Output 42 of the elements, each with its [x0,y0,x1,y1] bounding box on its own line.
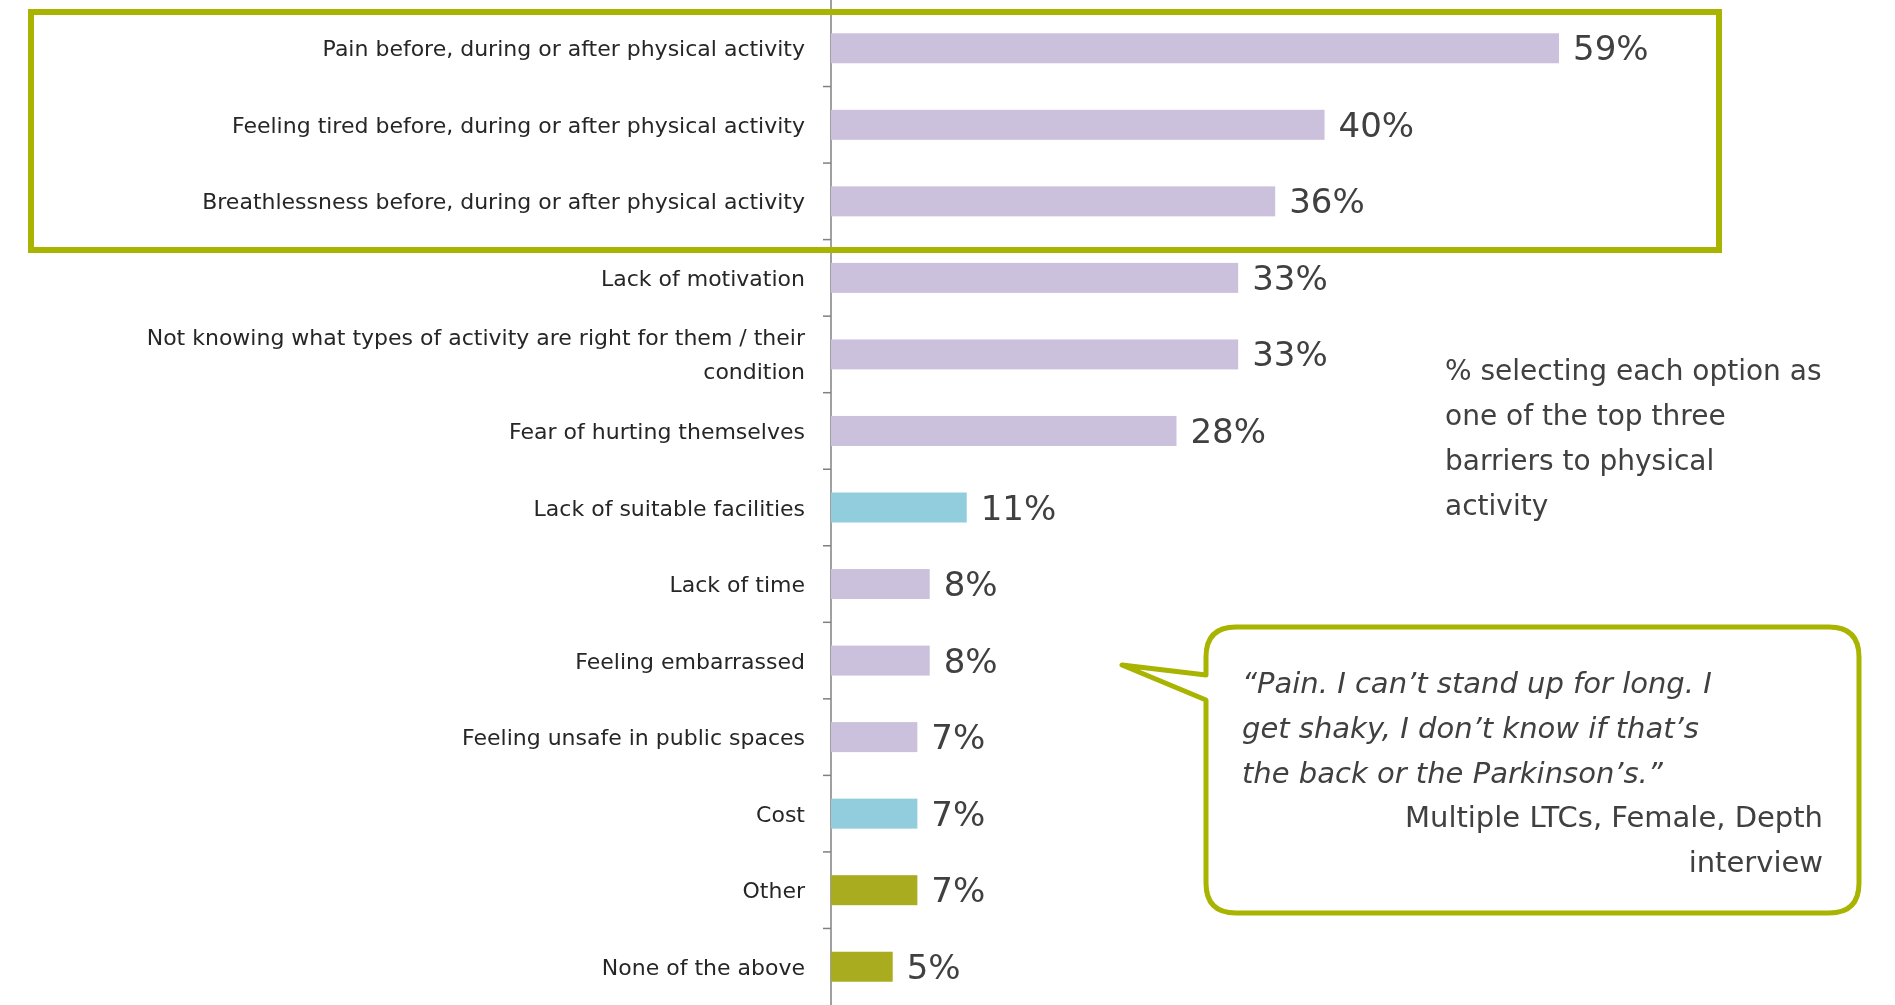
bar [831,109,1325,140]
annotation: “Pain. I can’t stand up for long. I get shaky, I don’t know if that’s the back or the Parkinson’s.” [1242,666,1712,790]
data-label: 33% [1252,257,1328,298]
y-tick-label: Feeling unsafe in public spaces [462,724,805,750]
y-tick-label: Not knowing what types of activity are right for them / their condition [146,324,806,384]
annotation: Multiple LTCs, Female, Depth interview [1404,800,1823,879]
data-label: 8% [943,640,998,681]
data-label: 8% [943,564,998,605]
bar [831,951,893,982]
data-label: 36% [1289,181,1365,222]
data-label: 33% [1252,334,1328,375]
y-tick-label: Fear of hurting themselves [509,418,805,444]
y-tick-label: Lack of suitable facilities [533,495,805,520]
bar [831,645,930,676]
data-label: 5% [906,946,961,987]
y-tick-label: Cost [756,801,806,827]
data-label: 7% [931,870,986,911]
data-label: 40% [1338,104,1415,145]
bar [831,798,918,829]
data-label: 59% [1573,28,1649,69]
y-tick-label: Lack of motivation [600,265,805,291]
data-label: 7% [931,717,986,758]
bar [831,492,967,523]
bar [831,569,930,600]
data-label: 7% [931,793,986,834]
bar [831,339,1239,370]
y-tick-label: None of the above [601,954,805,980]
bar [831,415,1177,446]
data-label: 28% [1190,410,1267,451]
bar [831,262,1239,293]
y-tick-label: Lack of time [669,571,805,597]
y-tick-label: Other [742,877,806,903]
y-tick-label: Pain before, during or after physical activity [322,35,805,61]
bar [831,33,1559,64]
bar [831,875,918,906]
data-label: 11% [980,487,1057,528]
y-tick-label: Feeling tired before, during or after physical activity [231,112,805,138]
y-tick-label: Breathlessness before, during or after physical activity [202,188,805,214]
y-tick-label: Feeling embarrassed [575,648,805,674]
annotation: % selecting each option as one of the top three barriers to physical activity [1445,353,1822,522]
bar [831,722,918,753]
bar [831,186,1276,217]
